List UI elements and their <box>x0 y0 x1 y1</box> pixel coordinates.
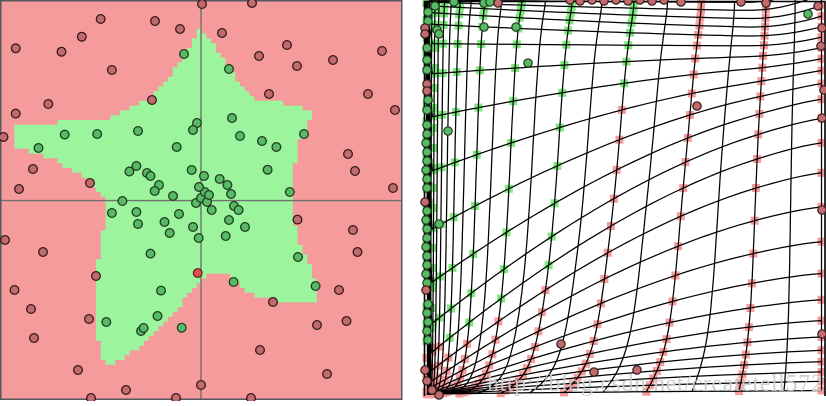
svg-text:http://blog.csdn.net/createtel: http://blog.csdn.net/createtell5721 <box>487 371 826 397</box>
